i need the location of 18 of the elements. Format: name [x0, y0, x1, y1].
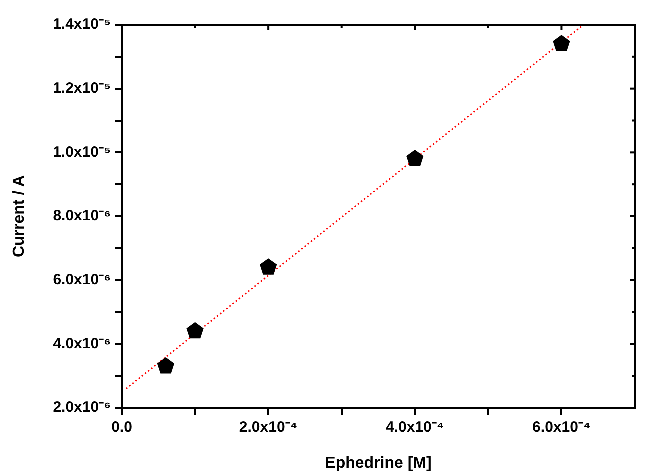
- y-tick-label: 1.2x10⁻⁵: [53, 80, 111, 97]
- point: [157, 358, 175, 374]
- y-tick-label: 1.4x10⁻⁵: [53, 16, 111, 34]
- x-tick-label: 4.0x10⁻⁴: [386, 419, 444, 436]
- y-tick-label: 1.0x10⁻⁵: [53, 144, 111, 161]
- x-tick-label: 2.0x10⁻⁴: [239, 419, 298, 436]
- y-axis-title: Current / A: [11, 175, 28, 258]
- point: [260, 258, 278, 275]
- point: [186, 322, 204, 339]
- x-axis-title: Ephedrine [M]: [325, 454, 432, 472]
- y-tick-label: 2.0x10⁻⁶: [53, 399, 111, 416]
- y-tick-label: 8.0x10⁻⁶: [53, 208, 111, 225]
- y-tick-label: 4.0x10⁻⁶: [53, 335, 111, 352]
- x-tick-label: 6.0x10⁻⁴: [532, 419, 591, 436]
- x-tick-label: 0.0: [112, 419, 132, 436]
- point: [553, 35, 570, 52]
- y-tick-label: 6.0x10⁻⁶: [53, 271, 111, 288]
- point: [406, 150, 424, 166]
